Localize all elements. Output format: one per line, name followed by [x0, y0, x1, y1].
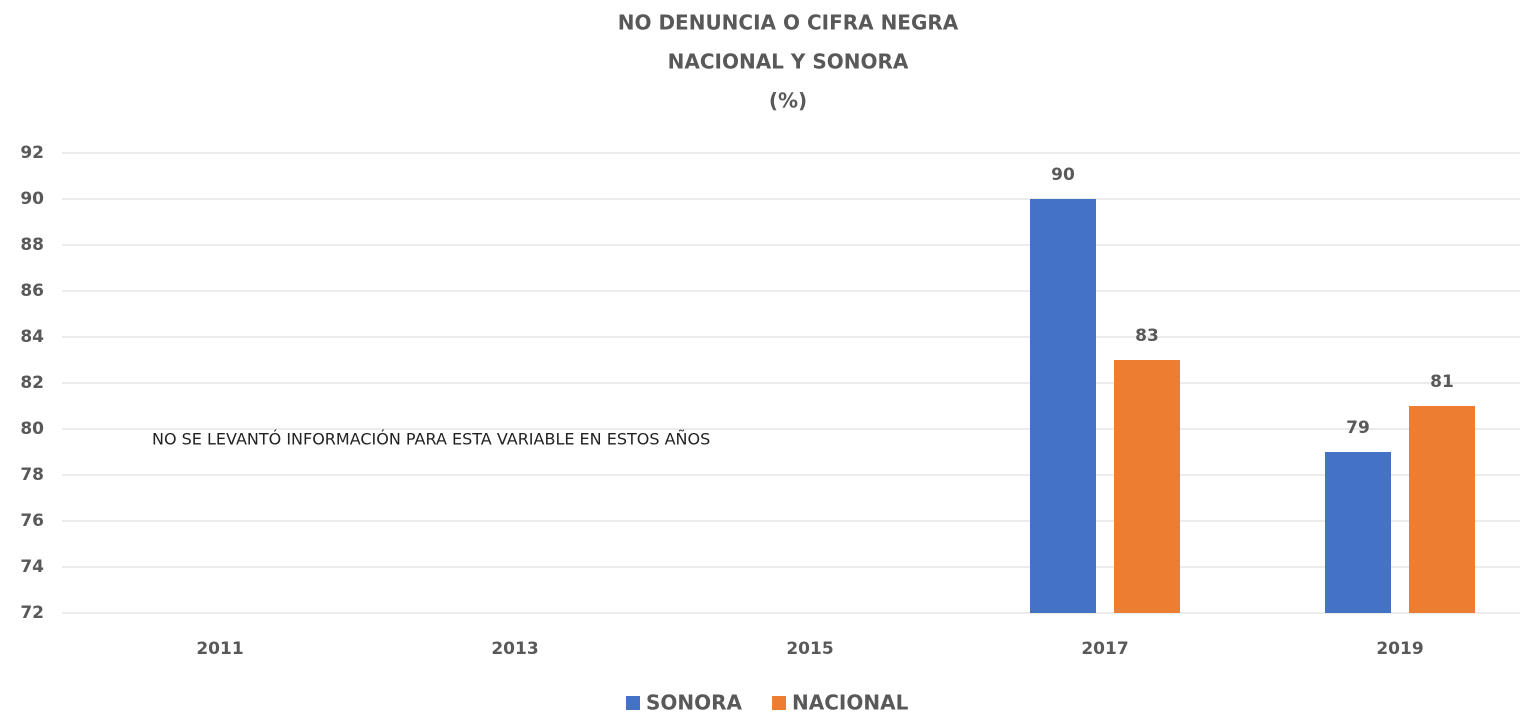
y-tick-label: 92 [20, 143, 44, 163]
y-tick-label: 76 [20, 511, 44, 531]
annotation: NO SE LEVANTÓ INFORMACIÓN PARA ESTA VARI… [152, 430, 710, 449]
bar [1409, 406, 1475, 613]
y-tick-label: 78 [20, 465, 44, 485]
x-tick-label: 2017 [1081, 639, 1128, 659]
legend-swatch [772, 696, 787, 710]
legend-label: SONORA [646, 691, 743, 715]
chart-title: (%) [769, 89, 807, 113]
bar [1325, 452, 1391, 613]
x-tick-label: 2019 [1376, 639, 1423, 659]
y-tick-label: 80 [20, 419, 44, 439]
y-tick-label: 82 [20, 373, 44, 393]
x-tick-label: 2011 [196, 639, 243, 659]
x-tick-label: 2013 [491, 639, 538, 659]
y-tick-label: 90 [20, 189, 44, 209]
y-tick-label: 88 [20, 235, 44, 255]
x-tick-label: 2015 [786, 639, 833, 659]
y-tick-label: 86 [20, 281, 44, 301]
chart-title: NACIONAL Y SONORA [668, 50, 909, 74]
y-tick-label: 74 [20, 557, 44, 577]
data-label: 79 [1346, 418, 1370, 438]
bar [1114, 360, 1180, 613]
data-label: 83 [1135, 326, 1159, 346]
legend-label: NACIONAL [792, 691, 909, 715]
y-tick-label: 84 [20, 327, 44, 347]
y-tick-label: 72 [20, 603, 44, 623]
data-label: 81 [1430, 372, 1454, 392]
legend-swatch [626, 696, 640, 710]
chart-title: NO DENUNCIA O CIFRA NEGRA [618, 11, 959, 35]
bar [1030, 199, 1096, 613]
data-label: 90 [1051, 165, 1075, 185]
